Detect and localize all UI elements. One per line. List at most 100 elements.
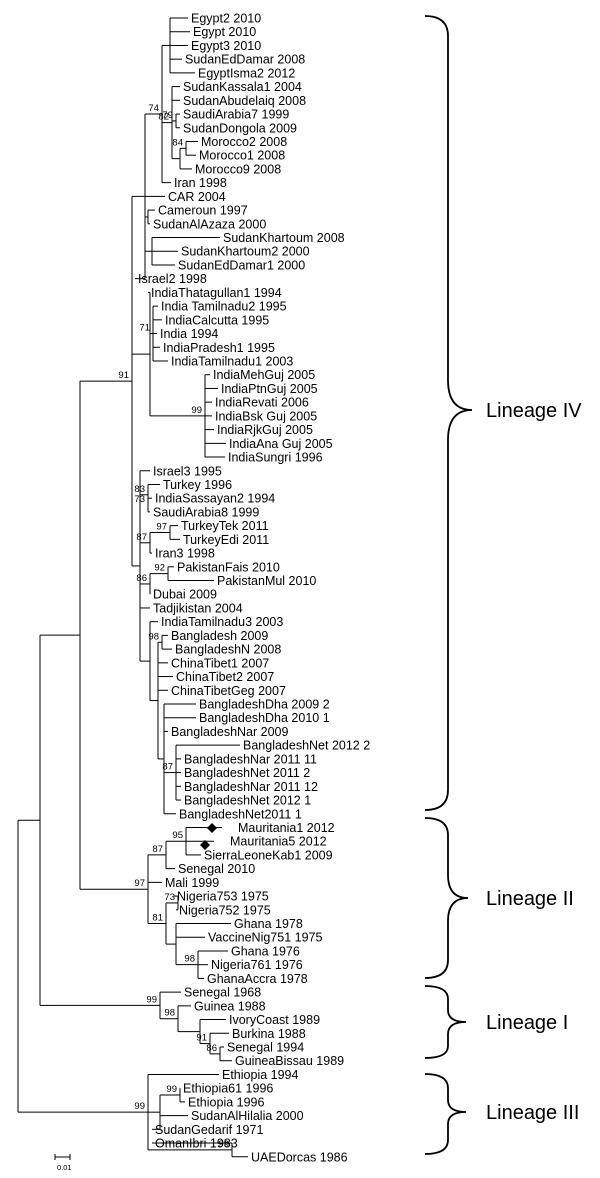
leaf-label: SudanKhartoum 2008 bbox=[223, 231, 345, 245]
bootstrap-value: 97 bbox=[134, 878, 145, 889]
leaf-label: EgyptIsma2 2012 bbox=[198, 66, 295, 80]
leaf-label: GuineaBissau 1989 bbox=[235, 1054, 344, 1068]
bootstrap-value: 71 bbox=[139, 323, 150, 334]
leaf-label: Turkey 1996 bbox=[163, 478, 232, 492]
lineage-iv-brace bbox=[424, 15, 473, 811]
leaf-label: Egypt2 2010 bbox=[191, 12, 261, 26]
bootstrap-value: 86 bbox=[206, 1043, 217, 1054]
leaf-label: IndiaRevati 2006 bbox=[215, 396, 309, 410]
leaf-label: Cameroun 1997 bbox=[158, 204, 248, 218]
leaf-label: Burkina 1988 bbox=[232, 1027, 306, 1041]
lineage-ii-label: Lineage II bbox=[486, 888, 574, 910]
leaf-label: IndiaTamilnadu3 2003 bbox=[161, 615, 283, 629]
leaf-label: Nigeria761 1976 bbox=[211, 958, 303, 972]
leaf-label: Ethiopia 1994 bbox=[222, 1068, 299, 1082]
leaf-label: PakistanMul 2010 bbox=[217, 574, 316, 588]
bootstrap-value: 97 bbox=[156, 522, 167, 533]
leaf-label: Ghana 1978 bbox=[234, 917, 303, 931]
bootstrap-value: 99 bbox=[191, 405, 202, 416]
bootstrap-value: 95 bbox=[172, 830, 183, 841]
leaf-label: IndiaRjkGuj 2005 bbox=[217, 423, 313, 437]
leaf-label: Bangladesh 2009 bbox=[171, 629, 268, 643]
bootstrap-value: 82 bbox=[158, 112, 169, 123]
tree-branches bbox=[17, 17, 248, 1158]
bootstrap-value: 99 bbox=[134, 1101, 145, 1112]
leaf-label: Mali 1999 bbox=[165, 876, 219, 890]
bootstrap-value: 98 bbox=[164, 1008, 175, 1019]
leaf-label: BangladeshNar 2009 bbox=[171, 725, 288, 739]
leaf-label: IndiaCalcutta 1995 bbox=[165, 313, 269, 327]
leaf-label: Nigeria753 1975 bbox=[177, 890, 269, 904]
lineage-i-label: Lineage I bbox=[486, 1012, 568, 1034]
leaf-label: Mauritania5 2012 bbox=[230, 835, 327, 849]
bootstrap-value: 87 bbox=[136, 532, 147, 543]
bootstrap-value: 99 bbox=[166, 1084, 177, 1095]
bootstrap-value: 73 bbox=[134, 494, 145, 505]
leaf-label: SudanEdDamar1 2000 bbox=[178, 258, 305, 272]
leaf-label: BangladeshDha 2009 2 bbox=[199, 698, 330, 712]
leaf-label: CAR 2004 bbox=[168, 190, 226, 204]
leaf-label: Egypt 2010 bbox=[193, 25, 256, 39]
leaf-label: Senegal 2010 bbox=[178, 862, 255, 876]
leaf-label: Tadjikistan 2004 bbox=[153, 601, 243, 615]
scale-bar-label: 0.01 bbox=[57, 1163, 72, 1172]
leaf-label: Dubai 2009 bbox=[153, 588, 217, 602]
leaf-label: SudanAlHilalia 2000 bbox=[191, 1109, 304, 1123]
leaf-label: SudanAlAzaza 2000 bbox=[153, 217, 266, 231]
leaf-label: Ghana 1976 bbox=[231, 944, 300, 958]
lineage-braces bbox=[424, 15, 473, 1155]
leaf-label: Ethiopia61 1996 bbox=[183, 1082, 273, 1096]
leaf-label: IndiaSassayan2 1994 bbox=[155, 492, 275, 506]
leaf-label: IndiaSungri 1996 bbox=[228, 451, 323, 465]
leaf-label: India 1994 bbox=[160, 327, 218, 341]
scale-bar: 0.01 bbox=[54, 1154, 72, 1172]
leaf-label: TurkeyTek 2011 bbox=[181, 519, 269, 533]
leaf-label: ChinaTibetGeg 2007 bbox=[171, 684, 286, 698]
leaf-label: SudanKassala1 2004 bbox=[183, 80, 302, 94]
diamond-marker-icon bbox=[207, 823, 217, 833]
bootstrap-labels: 7984827471997383978792869887919587739881… bbox=[118, 103, 229, 1150]
bootstrap-value: 79 bbox=[162, 110, 173, 121]
leaf-label: Egypt3 2010 bbox=[191, 39, 261, 53]
leaf-label: BangladeshNet2011 1 bbox=[179, 807, 302, 821]
lineage-i-brace bbox=[424, 985, 467, 1059]
leaf-label: India Tamilnadu2 1995 bbox=[161, 300, 287, 314]
leaf-label: SaudiArabia8 1999 bbox=[153, 505, 259, 519]
bootstrap-value: 91 bbox=[118, 370, 129, 381]
lineage-iii-label: Lineage III bbox=[486, 1102, 579, 1124]
lineage-ii-brace bbox=[424, 817, 469, 979]
leaf-label: SudanGedarif 1971 bbox=[155, 1123, 263, 1137]
leaf-label: BangladeshDha 2010 1 bbox=[199, 711, 330, 725]
leaf-label: ChinaTibet1 2007 bbox=[171, 656, 269, 670]
leaf-label: BangladeshNet 2012 1 bbox=[184, 794, 311, 808]
leaf-label: Senegal 1994 bbox=[227, 1041, 304, 1055]
mauritania-markers bbox=[200, 823, 217, 850]
leaf-label: Morocco9 2008 bbox=[195, 162, 281, 176]
leaf-label: BangladeshNet 2012 2 bbox=[243, 739, 370, 753]
leaf-label: Morocco1 2008 bbox=[199, 149, 285, 163]
leaf-label: IndiaPradesh1 1995 bbox=[163, 341, 275, 355]
leaf-label: IvoryCoast 1989 bbox=[229, 1013, 320, 1027]
bootstrap-value: 99 bbox=[218, 1139, 229, 1150]
leaf-label: IndiaTamilnadu1 2003 bbox=[171, 355, 293, 369]
bootstrap-value: 98 bbox=[148, 631, 159, 642]
leaf-label: IndiaMehGuj 2005 bbox=[213, 368, 315, 382]
bootstrap-value: 99 bbox=[146, 994, 157, 1005]
leaf-label: TurkeyEdi 2011 bbox=[183, 533, 269, 547]
leaf-label: BangladeshN 2008 bbox=[175, 643, 281, 657]
bootstrap-value: 87 bbox=[152, 844, 163, 855]
leaf-label: SierraLeoneKab1 2009 bbox=[204, 848, 333, 862]
leaf-label: SaudiArabia7 1999 bbox=[183, 108, 289, 122]
leaf-label: IndiaPtnGuj 2005 bbox=[221, 382, 318, 396]
leaf-label: Israel2 1998 bbox=[138, 272, 207, 286]
leaf-label: Morocco2 2008 bbox=[201, 135, 287, 149]
bootstrap-value: 83 bbox=[134, 484, 145, 495]
bootstrap-value: 98 bbox=[184, 954, 195, 965]
bootstrap-value: 74 bbox=[148, 103, 159, 114]
bootstrap-value: 91 bbox=[196, 1033, 207, 1044]
leaf-label: GhanaAccra 1978 bbox=[207, 972, 308, 986]
leaf-label: Iran3 1998 bbox=[155, 547, 215, 561]
leaf-label: SudanEdDamar 2008 bbox=[185, 53, 305, 67]
